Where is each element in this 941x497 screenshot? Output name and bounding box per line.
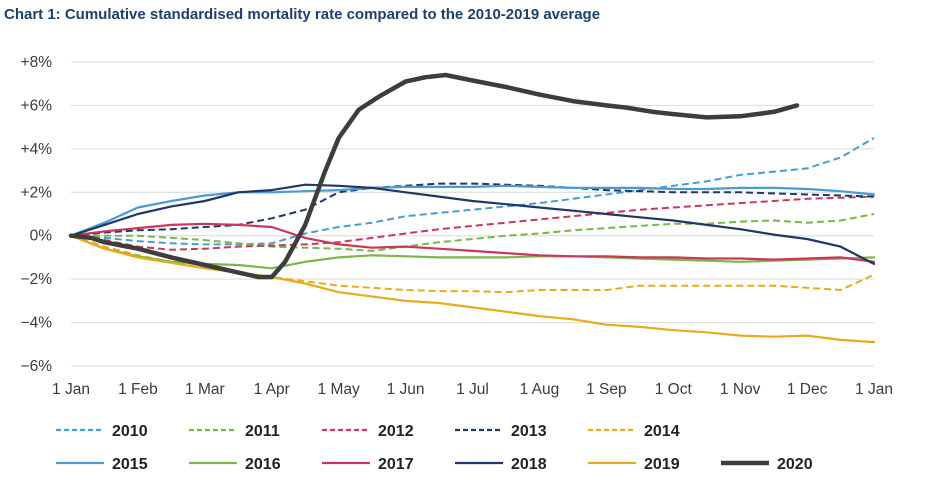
x-axis-ticks: 1 Jan 1 Feb 1 Mar 1 Apr 1 May 1 Jun 1 Jul 1 Aug… xyxy=(52,381,893,398)
legend-item-2019: 2019 xyxy=(588,456,680,473)
legend-item-2017: 2017 xyxy=(322,456,414,473)
x-tick-label: 1 Aug xyxy=(520,381,560,398)
legend: 2010 2011 2012 2013 2014 2015 2016 2017 2018 2019… xyxy=(56,423,813,473)
legend-label: 2013 xyxy=(511,423,547,440)
legend-label: 2010 xyxy=(112,423,148,440)
legend-item-2011: 2011 xyxy=(189,423,280,440)
series-line-2015 xyxy=(69,184,876,237)
legend-item-2010: 2010 xyxy=(56,423,148,440)
series-line-2017 xyxy=(69,222,876,263)
legend-label: 2019 xyxy=(644,456,680,473)
y-tick-label: 0% xyxy=(30,228,53,245)
x-tick-label: 1 Jan xyxy=(855,381,893,398)
series-line-2011 xyxy=(71,213,875,252)
x-tick-label: 1 Jul xyxy=(456,381,489,398)
x-tick-label: 1 Jun xyxy=(387,381,425,398)
legend-item-2015: 2015 xyxy=(56,456,148,473)
series-line-2012 xyxy=(70,195,875,251)
x-tick-label: 1 Dec xyxy=(787,381,828,398)
y-tick-label: +4% xyxy=(21,141,53,158)
legend-label: 2011 xyxy=(245,423,280,440)
y-tick-label: +6% xyxy=(21,97,53,114)
y-tick-label: +8% xyxy=(21,54,53,71)
x-tick-label: 1 Mar xyxy=(185,381,225,398)
y-tick-label: +2% xyxy=(21,184,53,201)
x-tick-label: 1 Feb xyxy=(118,381,158,398)
y-axis-ticks: +8% +6% +4% +2% 0% −2% −4% −6% xyxy=(21,54,53,375)
series-line-2020 xyxy=(68,72,800,280)
chart-title: Chart 1: Cumulative standardised mortali… xyxy=(4,6,601,23)
gridlines xyxy=(71,61,874,367)
legend-label: 2018 xyxy=(511,456,547,473)
x-tick-label: 1 Oct xyxy=(655,381,693,398)
legend-label: 2012 xyxy=(378,423,414,440)
x-tick-label: 1 Sep xyxy=(586,381,627,398)
legend-item-2020: 2020 xyxy=(721,456,813,473)
x-tick-label: 1 Apr xyxy=(254,381,290,398)
legend-item-2018: 2018 xyxy=(455,456,547,473)
x-tick-label: 1 May xyxy=(318,381,360,398)
series-line-2019 xyxy=(69,234,876,344)
series-line-2013 xyxy=(70,182,875,237)
legend-label: 2017 xyxy=(378,456,414,473)
y-tick-label: −2% xyxy=(21,271,53,288)
series-line-2018 xyxy=(69,183,876,265)
legend-item-2014: 2014 xyxy=(588,423,680,440)
legend-item-2016: 2016 xyxy=(189,456,281,473)
x-tick-label: 1 Jan xyxy=(52,381,90,398)
legend-label: 2020 xyxy=(777,456,813,473)
legend-label: 2014 xyxy=(644,423,680,440)
y-tick-label: −6% xyxy=(21,358,53,375)
legend-item-2012: 2012 xyxy=(322,423,414,440)
y-tick-label: −4% xyxy=(21,315,53,332)
legend-label: 2015 xyxy=(112,456,148,473)
x-tick-label: 1 Nov xyxy=(720,381,761,398)
series-line-2010 xyxy=(70,137,875,246)
series-lines xyxy=(68,72,876,344)
legend-item-2013: 2013 xyxy=(455,423,547,440)
legend-label: 2016 xyxy=(245,456,281,473)
